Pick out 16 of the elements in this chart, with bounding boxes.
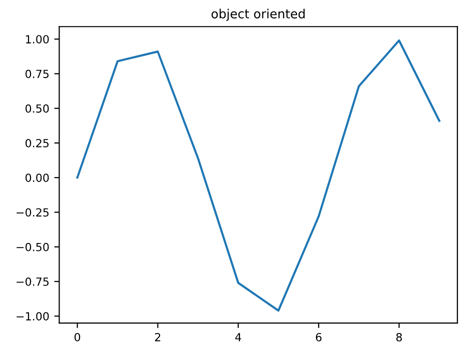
- y-tick-label: −0.75: [16, 277, 49, 286]
- y-tick-label: 0.75: [26, 70, 49, 78]
- y-tick-label: 0.25: [26, 138, 49, 148]
- x-tick-label: 2: [155, 332, 160, 342]
- x-tick-label: 6: [316, 332, 322, 342]
- y-tick-label: 0.00: [26, 174, 49, 182]
- chart-title: object oriented: [212, 8, 305, 21]
- x-tick-label: 4: [235, 333, 242, 342]
- x-tick-label: 0: [74, 332, 80, 342]
- y-tick-label: −0.50: [16, 242, 49, 252]
- y-tick-label: 0.50: [26, 104, 49, 113]
- y-tick-label: −0.25: [16, 208, 49, 217]
- line-series: [76, 39, 440, 312]
- y-tick-label: 1.00: [26, 35, 49, 44]
- x-tick-label: 8: [396, 332, 402, 342]
- y-tick-label: −1.00: [16, 312, 49, 321]
